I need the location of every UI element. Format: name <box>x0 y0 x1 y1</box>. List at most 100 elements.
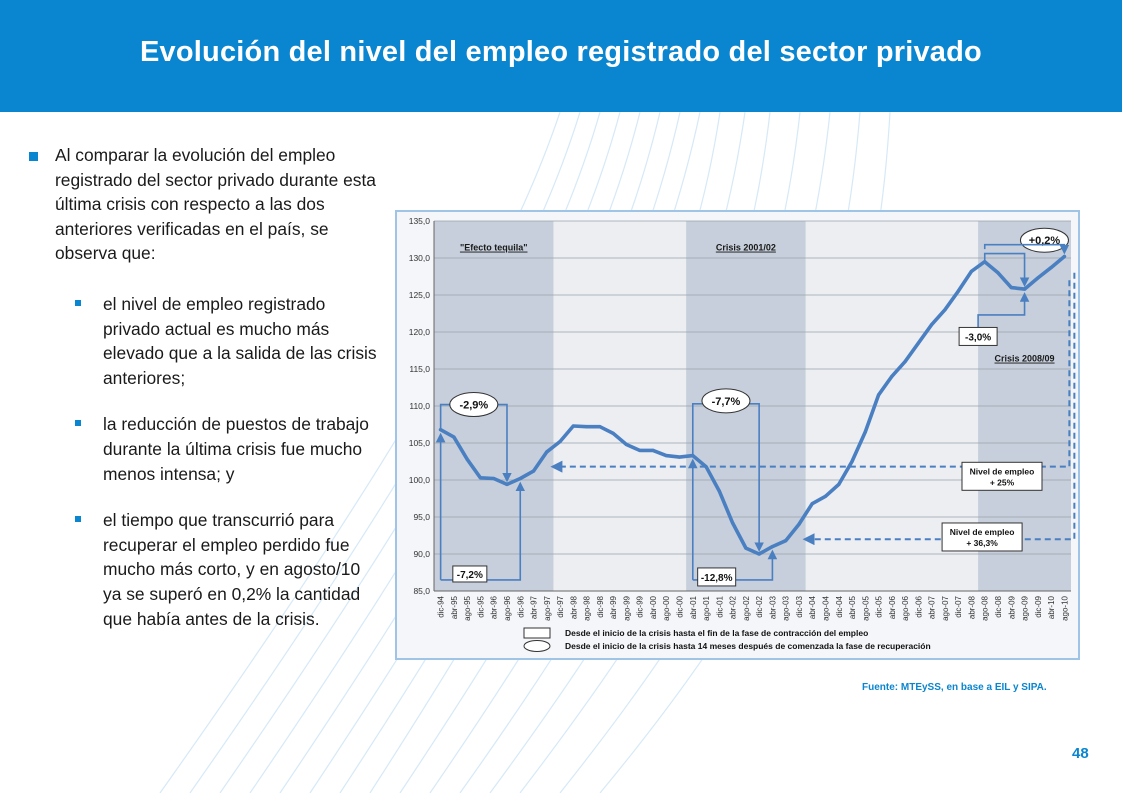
data-point <box>478 476 483 480</box>
y-tick-label: 110,0 <box>409 401 430 411</box>
data-point <box>943 308 947 312</box>
employment-line-chart: 85,0 90,0 95,0 100,0 105,0 110,0 115,0 120,0 125… <box>409 216 1076 652</box>
x-tick-label: ago-10 <box>1060 595 1069 620</box>
x-tick-label: dic-03 <box>795 595 804 617</box>
data-point <box>823 494 828 498</box>
recovery-arrow <box>977 292 1030 329</box>
x-tick-label: dic-09 <box>1034 595 1043 617</box>
sub-bullet-text: la reducción de puestos de trabajo duran… <box>103 414 369 484</box>
callout-oval <box>701 388 751 414</box>
level-box <box>941 522 1023 552</box>
x-tick-label: ago-02 <box>742 595 751 620</box>
level-box-line1: Nivel de empleo <box>970 466 1035 476</box>
x-tick-label: ago-07 <box>941 595 950 620</box>
level-box <box>961 461 1043 491</box>
data-point <box>505 482 509 487</box>
data-point <box>996 271 1000 275</box>
level-box-line2: + 25% <box>990 477 1015 487</box>
callout-label: -12,8% <box>701 573 733 584</box>
square-bullet-icon <box>29 152 38 161</box>
title-bar: Evolución del nivel del empleo registrad… <box>0 0 1122 112</box>
data-point <box>1009 286 1013 290</box>
chart-frame: 85,0 90,0 95,0 100,0 105,0 110,0 115,0 120,0 125… <box>395 210 1080 660</box>
x-tick-label: ago-08 <box>981 595 990 620</box>
data-point <box>611 431 615 435</box>
x-tick-label: abr-08 <box>967 595 976 619</box>
crisis-band-label: Crisis 2008/09 <box>995 354 1055 364</box>
legend-label: Desde el inicio de la crisis hasta el fi… <box>565 628 868 638</box>
callout-box <box>958 326 998 346</box>
x-tick-label: ago-09 <box>1021 595 1030 620</box>
data-point <box>730 521 735 525</box>
data-point <box>810 502 814 506</box>
x-tick-label: ago-97 <box>543 595 552 620</box>
sub-bullet: el tiempo que transcurrió para recuperar… <box>28 508 383 631</box>
page-title: Evolución del nivel del empleo registrad… <box>140 36 982 68</box>
data-point <box>863 430 867 434</box>
y-tick-label: 85,0 <box>413 586 430 596</box>
data-point <box>797 522 801 526</box>
x-tick-label: abr-09 <box>1007 595 1016 619</box>
small-square-bullet-icon <box>75 516 81 523</box>
data-point <box>1049 266 1053 270</box>
x-tick-label: ago-05 <box>861 595 870 620</box>
callout-label: -7,7% <box>712 396 741 408</box>
callout-oval <box>1019 227 1069 253</box>
x-tick-label: abr-03 <box>768 595 777 619</box>
legend-rect-icon <box>523 627 551 639</box>
x-tick-label: dic-05 <box>875 595 884 617</box>
sub-bullet: la reducción de puestos de trabajo duran… <box>28 412 383 486</box>
data-point <box>969 269 974 273</box>
data-point <box>930 323 934 327</box>
x-tick-label: abr-96 <box>490 595 499 619</box>
small-square-bullet-icon <box>75 299 81 306</box>
data-point <box>531 469 536 473</box>
data-point <box>1022 287 1027 291</box>
intro-text: Al comparar la evolución del empleo regi… <box>55 145 376 264</box>
y-tick-label: 130,0 <box>409 253 431 263</box>
x-tick-label: ago-06 <box>901 595 910 620</box>
x-tick-label: abr-97 <box>530 595 539 619</box>
level-arrow <box>550 280 1071 473</box>
data-point <box>744 546 748 550</box>
x-tick-label: abr-99 <box>609 595 618 619</box>
x-tick-label: dic-02 <box>755 595 764 617</box>
data-point <box>492 476 496 481</box>
x-tick-label: abr-00 <box>649 595 658 619</box>
data-point <box>452 435 456 439</box>
level-box-line2: + 36,3% <box>966 538 998 548</box>
x-tick-label: ago-98 <box>583 595 592 620</box>
legend-label: Desde el inicio de la crisis hasta 14 me… <box>565 641 931 651</box>
data-point <box>465 457 469 461</box>
x-tick-label: abr-95 <box>450 595 459 619</box>
x-tick-label: ago-99 <box>622 595 631 620</box>
data-point <box>598 425 602 429</box>
employment-series-line <box>438 254 1067 556</box>
x-tick-label: abr-10 <box>1047 595 1056 619</box>
data-point <box>876 393 881 397</box>
contraction-bracket <box>983 252 1030 287</box>
data-point <box>784 539 788 543</box>
data-point <box>837 482 841 487</box>
x-tick-label: dic-97 <box>556 595 565 617</box>
x-tick-label: dic-01 <box>715 595 724 617</box>
x-tick-label: dic-96 <box>516 595 525 617</box>
crisis-band-label: "Efecto tequila" <box>460 243 528 253</box>
callout-label: -3,0% <box>965 332 991 343</box>
data-point <box>1036 276 1040 280</box>
x-tick-label: ago-01 <box>702 595 711 620</box>
data-point <box>677 455 682 459</box>
small-square-bullet-icon <box>75 420 81 427</box>
y-tick-label: 95,0 <box>413 512 430 522</box>
y-tick-label: 120,0 <box>409 327 431 337</box>
data-point <box>770 545 775 549</box>
x-tick-label: dic-07 <box>954 595 963 617</box>
data-point <box>890 374 894 378</box>
y-tick-label: 100,0 <box>409 475 431 485</box>
data-point <box>624 442 629 447</box>
data-point <box>638 448 642 452</box>
data-point <box>558 439 562 444</box>
x-tick-label: abr-01 <box>689 595 698 619</box>
y-tick-label: 105,0 <box>409 438 431 448</box>
text-content: Al comparar la evolución del empleo regi… <box>28 143 383 631</box>
